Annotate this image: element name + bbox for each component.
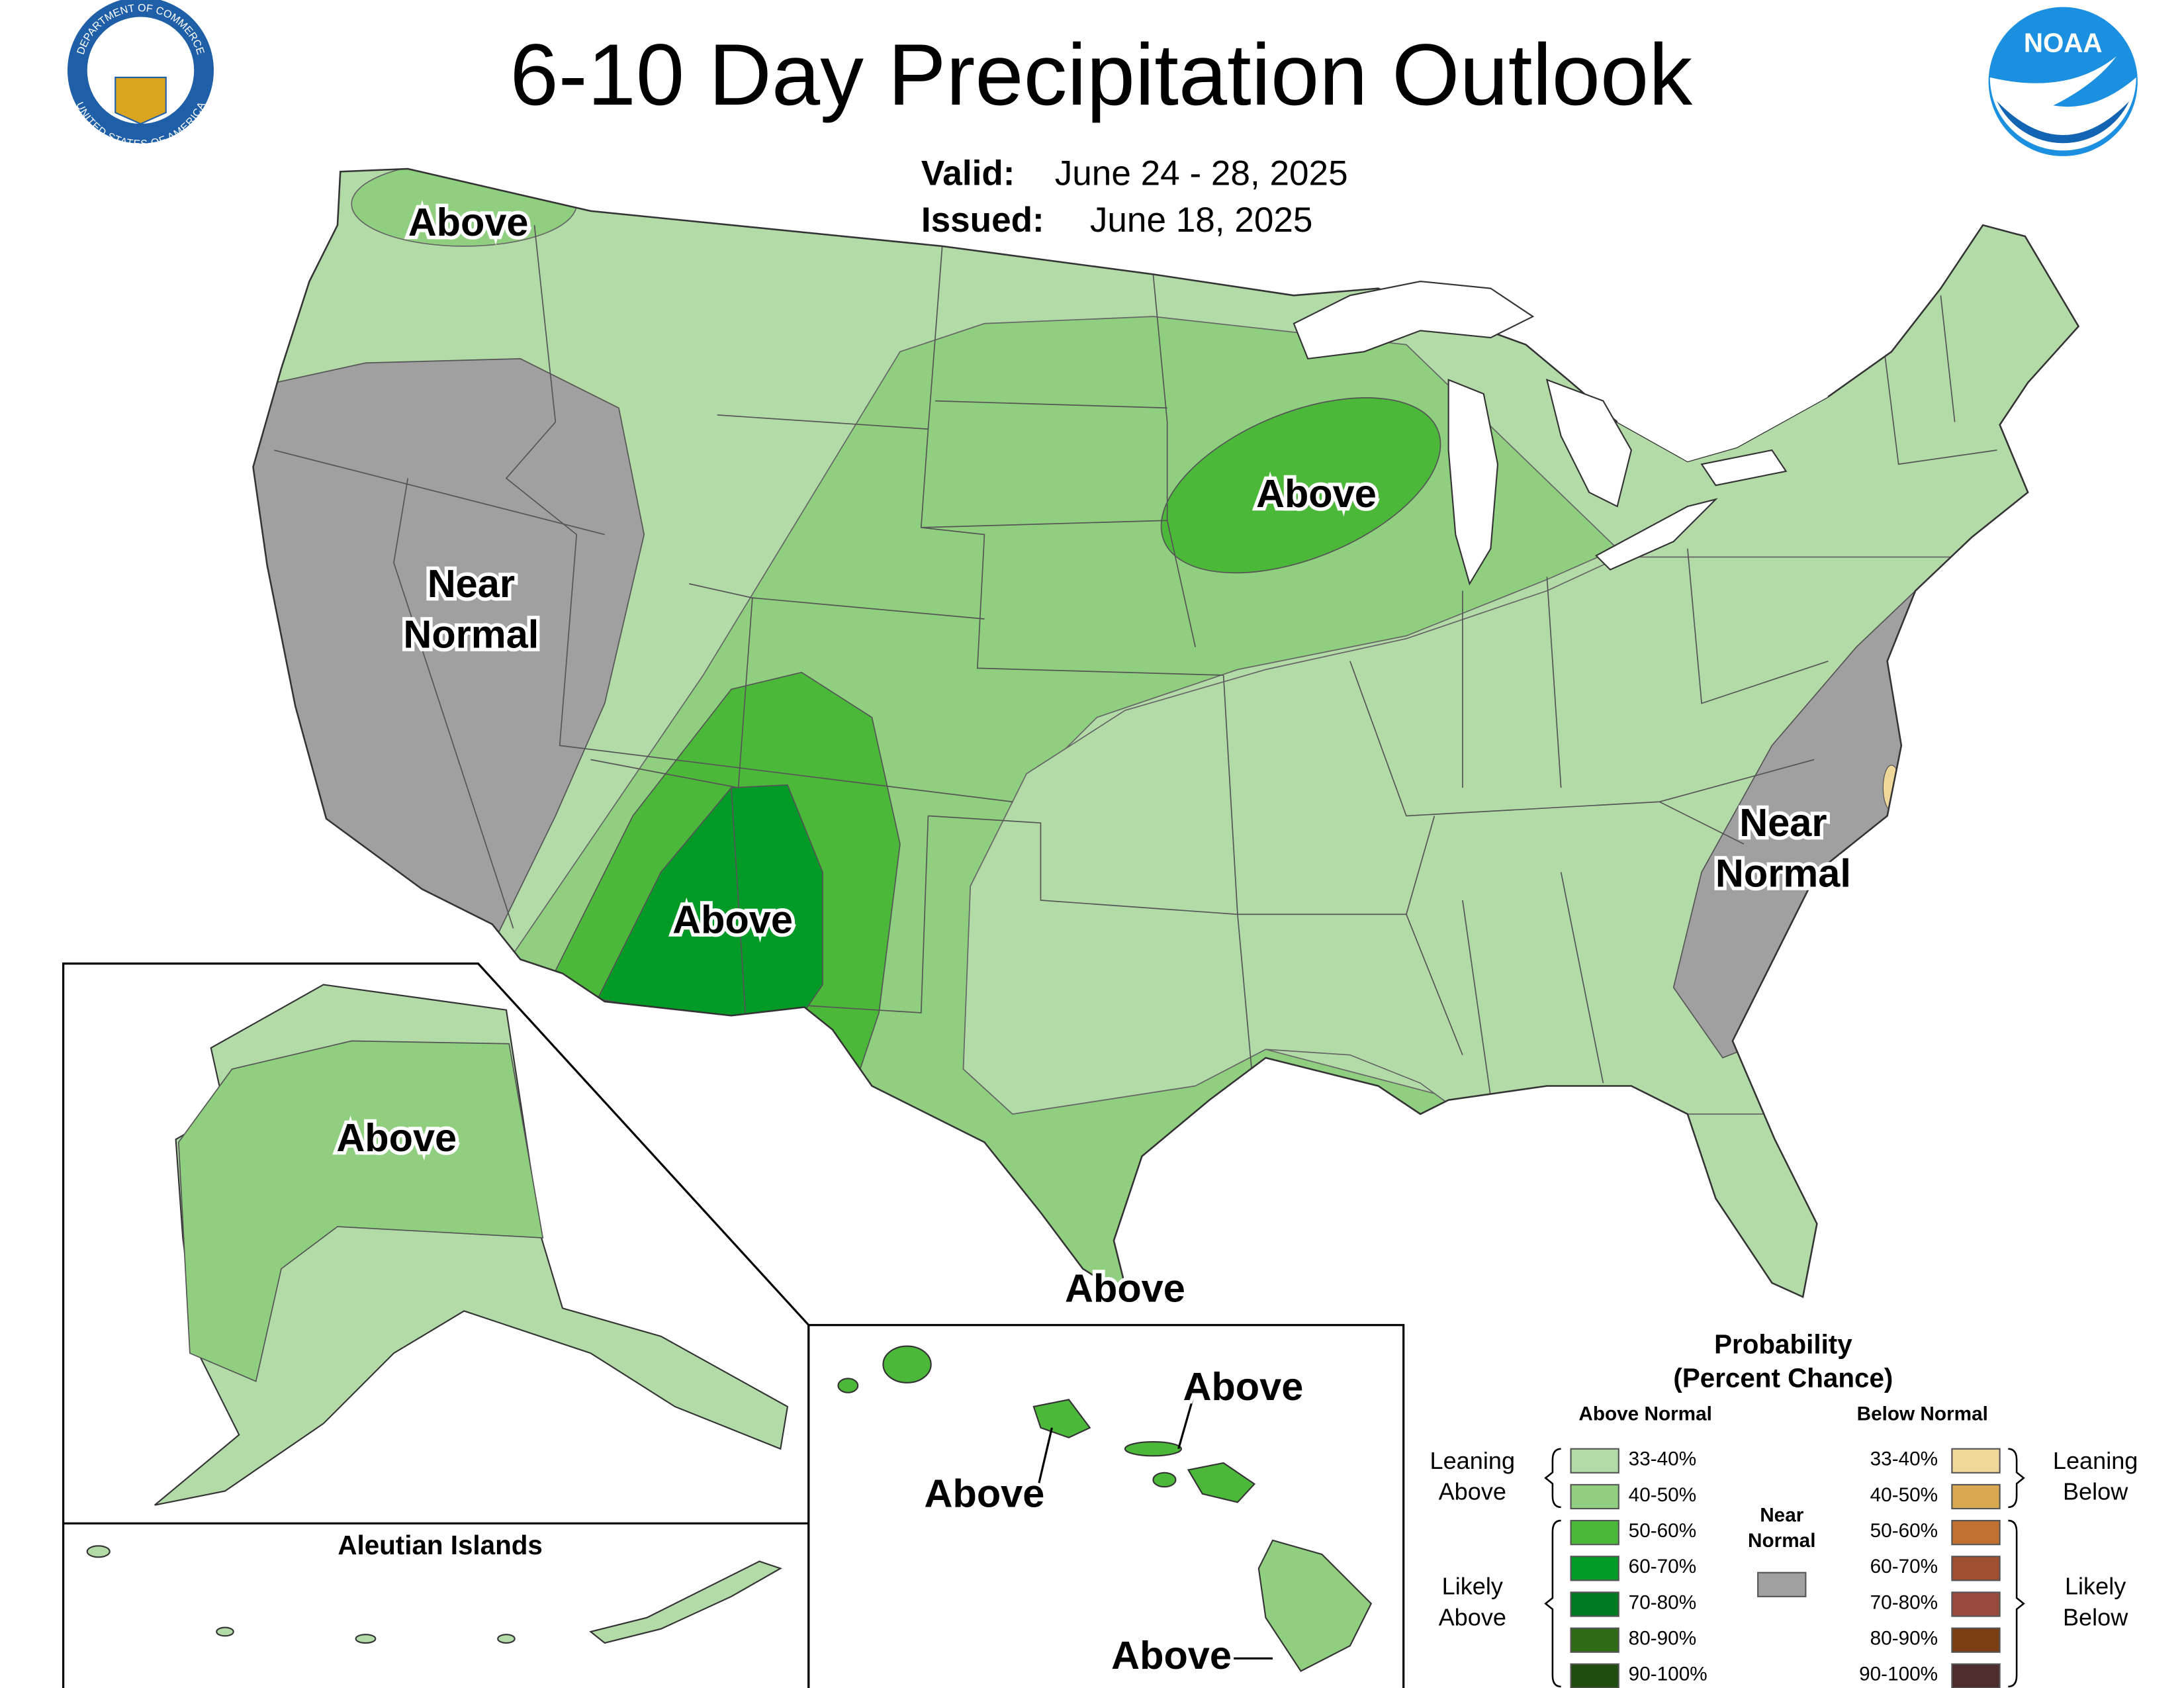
legend-group: Leaning <box>2053 1447 2138 1474</box>
legend-swatch <box>1951 1663 2001 1688</box>
legend-heading: Above Normal <box>1578 1403 1712 1425</box>
map-label: Normal <box>1715 851 1851 896</box>
legend-group: Above <box>1439 1478 1506 1505</box>
island <box>837 1378 859 1393</box>
legend-swatch <box>1951 1627 2001 1653</box>
map-labels: Above Near Normal Above Above Near Normal Above <box>400 196 1854 1313</box>
legend-swatch <box>1951 1448 2001 1474</box>
legend-title: (Percent Chance) <box>1673 1362 1893 1393</box>
state-lines <box>274 224 1997 1098</box>
map-label: Above <box>1111 1633 1232 1677</box>
legend-group: Below <box>2063 1478 2128 1505</box>
legend-brace <box>1544 1519 1561 1688</box>
below-33-40 <box>1882 765 1901 811</box>
island <box>1257 1539 1373 1672</box>
map-label: Above <box>672 898 793 942</box>
legend-group: Likely <box>2065 1573 2126 1600</box>
map-label: Above <box>336 1115 457 1160</box>
noaa-text: NOAA <box>2024 28 2103 58</box>
legend: Probability(Percent Chance) Above Normal B… <box>1430 1329 2138 1688</box>
legend-swatch <box>1570 1483 1619 1510</box>
legend-group: Above <box>1439 1603 1506 1630</box>
legend-brace <box>2008 1519 2025 1688</box>
legend-swatch <box>1570 1591 1619 1617</box>
legend-swatch <box>1570 1663 1619 1688</box>
legend-heading: Below Normal <box>1857 1403 1988 1425</box>
aleutian-islands <box>86 1545 782 1644</box>
legend-range: 70-80% <box>1870 1591 1938 1613</box>
legend-brace <box>2008 1448 2025 1509</box>
legend-title: Probability <box>1714 1329 1852 1359</box>
legend-range: 70-80% <box>1629 1591 1697 1613</box>
map-label: Near <box>1739 800 1827 845</box>
aleutian-title: Aleutian Islands <box>338 1530 542 1560</box>
legend-group: Leaning <box>1430 1447 1516 1474</box>
island <box>882 1345 932 1383</box>
issued-label: Issued: <box>921 201 1044 240</box>
legend-range: 60-70% <box>1629 1556 1697 1577</box>
map-label: Above <box>1183 1364 1304 1409</box>
noaa-logo: NOAA <box>1988 7 2138 156</box>
map-label: Near <box>428 561 515 606</box>
legend-range: 40-50% <box>1629 1484 1697 1506</box>
island <box>1187 1462 1256 1503</box>
legend-range: 90-100% <box>1629 1664 1707 1685</box>
legend-range: 33-40% <box>1629 1448 1697 1470</box>
legend-range: 80-90% <box>1629 1628 1697 1650</box>
legend-swatch <box>1570 1627 1619 1653</box>
hawaii-inset: Above Above Above <box>807 1324 1405 1688</box>
legend-swatch <box>1951 1483 2001 1510</box>
alaska-inset: Above Aleutian Islands <box>62 962 810 1688</box>
legend-swatch <box>1570 1448 1619 1474</box>
legend-swatch <box>1951 1520 2001 1546</box>
seal-shield <box>114 76 167 125</box>
legend-range: 50-60% <box>1870 1520 1938 1542</box>
legend-group: Below <box>2063 1603 2128 1630</box>
legend-range: 90-100% <box>1859 1664 1938 1685</box>
above-50-60 <box>1160 397 1441 574</box>
legend-swatch <box>1951 1591 2001 1617</box>
issued-date: June 18, 2025 <box>1090 201 1313 240</box>
legend-swatch <box>1570 1520 1619 1546</box>
leader-lines <box>1035 1399 1273 1660</box>
legend-range: 33-40% <box>1870 1448 1938 1470</box>
legend-heading: Near <box>1760 1505 1804 1526</box>
legend-range: 40-50% <box>1870 1484 1938 1506</box>
map-label: Above <box>1256 471 1377 516</box>
alaska-40-50 <box>177 1040 544 1382</box>
legend-heading: Normal <box>1748 1530 1815 1552</box>
island <box>1032 1399 1091 1438</box>
map-label: Above <box>925 1472 1045 1516</box>
valid-dates: June 24 - 28, 2025 <box>1055 154 1348 193</box>
legend-brace <box>1544 1448 1561 1509</box>
legend-swatch <box>1570 1556 1619 1581</box>
map-label: Normal <box>403 612 539 656</box>
valid-label: Valid: <box>921 154 1015 193</box>
noaa-wave <box>1997 101 2130 144</box>
legend-range: 80-90% <box>1870 1628 1938 1650</box>
legend-swatch <box>1757 1571 1807 1597</box>
map-label: Above <box>408 200 529 244</box>
island <box>1124 1441 1182 1457</box>
map-label: Above <box>1065 1266 1185 1310</box>
seal-center <box>87 17 195 124</box>
title: 6-10 Day Precipitation Outlook <box>510 26 1693 123</box>
commerce-seal: DEPARTMENT OF COMMERCE UNITED STATES OF … <box>68 0 214 150</box>
legend-range: 50-60% <box>1629 1520 1697 1542</box>
legend-group: Likely <box>1442 1573 1503 1600</box>
legend-swatch <box>1951 1556 2001 1581</box>
great-lakes <box>1293 280 1829 586</box>
legend-range: 60-70% <box>1870 1556 1938 1577</box>
island <box>1152 1472 1177 1488</box>
